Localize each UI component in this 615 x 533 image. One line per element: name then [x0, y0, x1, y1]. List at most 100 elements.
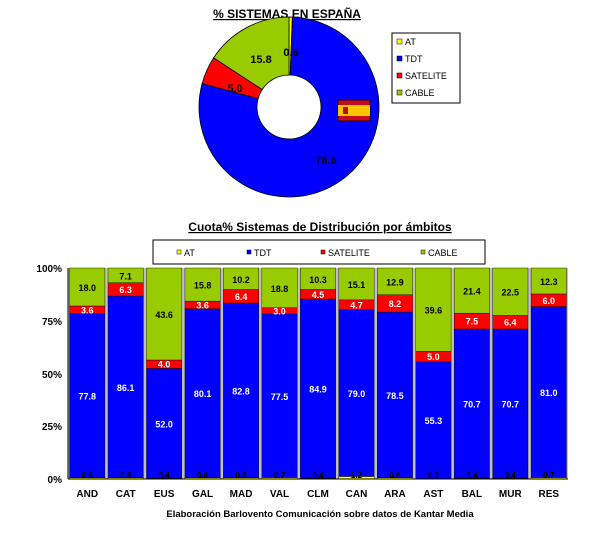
bar-eus-tdt [146, 368, 183, 479]
bar-legend-label-satelite: SATELITE [328, 248, 370, 258]
bar-bal-tdt [453, 328, 490, 479]
bar-label-bal-tdt: 70.7 [463, 400, 481, 410]
bar-label-can-at: 1.2 [351, 471, 363, 480]
pie-legend-swatch-at [396, 38, 403, 45]
bar-label-bal-satelite: 7.5 [466, 317, 479, 327]
x-tick-cat: CAT [116, 489, 136, 500]
bar-label-gal-satelite: 3.6 [196, 300, 209, 310]
x-tick-clm: CLM [307, 489, 329, 500]
pie-legend-box [391, 32, 461, 104]
pie-legend-swatch-tdt [396, 55, 403, 62]
bar-ast-cable [415, 267, 452, 352]
x-tick-gal: GAL [192, 489, 213, 500]
bar-label-val-cable: 18.8 [271, 284, 289, 294]
bar-label-mad-satelite: 6.4 [235, 292, 248, 302]
bar-val-tdt [261, 313, 298, 478]
pie-legend-label-at: AT [405, 37, 416, 47]
bar-label-clm-at: 0.4 [312, 471, 324, 480]
pie-slices [198, 16, 380, 198]
x-tick-mur: MUR [499, 489, 523, 500]
bar-label-mad-at: 0.6 [236, 471, 248, 480]
bar-label-mur-cable: 22.5 [502, 288, 520, 298]
pie-label-at: 0.6 [283, 47, 298, 59]
bar-label-gal-tdt: 80.1 [194, 389, 212, 399]
y-tick-0: 0% [48, 475, 63, 486]
bar-and-cable [69, 267, 106, 307]
pie-slice-cable [213, 16, 290, 91]
x-tick-eus: EUS [154, 489, 175, 500]
pie-legend-swatch-satelite [396, 72, 403, 79]
y-tick-50: 50% [42, 370, 62, 381]
bar-value-labels: 0.6 77.8 3.6 18.0 0.6 86.1 6.3 7.1 0.4 52.0 4.0 43.… [78, 271, 557, 480]
bar-cat-cable [107, 267, 144, 283]
bar-legend-swatch-cable [420, 249, 426, 255]
bar-label-res-satelite: 6.0 [543, 296, 556, 306]
pie-legend-label-satelite: SATELITE [405, 71, 447, 81]
x-tick-bal: BAL [462, 489, 483, 500]
bar-clm-cable [300, 267, 336, 290]
bar-legend-swatch-satelite [320, 249, 326, 255]
bar-label-eus-at: 0.4 [159, 471, 171, 480]
bar-label-mur-at: 0.4 [505, 471, 517, 480]
bar-mur-cable [492, 267, 529, 316]
bar-label-ast-satelite: 5.0 [427, 352, 440, 362]
pie-slice-tdt [198, 16, 380, 198]
bar-legend-swatch-tdt [246, 249, 252, 255]
bar-label-mad-cable: 10.2 [232, 275, 250, 285]
bar-label-ast-at: 0.2 [428, 471, 440, 480]
bar-label-mad-tdt: 82.8 [232, 386, 250, 396]
source-footer: Elaboración Barlovento Comunicación sobr… [166, 509, 474, 520]
y-tick-100: 100% [36, 264, 62, 275]
bar-label-eus-satelite: 4.0 [158, 360, 171, 370]
bar-label-ara-cable: 12.9 [386, 277, 404, 287]
bar-can-cable [338, 267, 375, 301]
bar-mad-tdt [223, 302, 259, 478]
x-tick-mad: MAD [230, 489, 253, 500]
bar-series [69, 267, 567, 480]
bar-legend-label-cable: CABLE [428, 248, 458, 258]
bar-label-and-satelite: 3.6 [81, 305, 94, 315]
spain-flag-icon [337, 99, 371, 122]
bar-label-ara-at: 0.6 [389, 471, 401, 480]
bar-label-cat-tdt: 86.1 [117, 383, 135, 393]
bar-title: Cuota% Sistemas de Distribución por ámbi… [188, 220, 452, 234]
bar-eus-cable [146, 267, 183, 361]
y-tick-75: 75% [42, 317, 62, 328]
bar-label-val-tdt: 77.5 [271, 392, 289, 402]
bar-label-ara-satelite: 8.2 [389, 299, 402, 309]
bar-label-gal-at: 0.6 [197, 471, 209, 480]
pie-legend: AT TDT SATELITE CABLE [391, 32, 461, 104]
pie-label-tdt: 78.6 [315, 155, 336, 167]
bar-label-bal-cable: 21.4 [463, 287, 481, 297]
bar-label-cat-cable: 7.1 [119, 271, 132, 281]
x-tick-val: VAL [270, 489, 289, 500]
bar-val-cable [261, 267, 298, 308]
pie-label-satelite: 5.0 [227, 83, 242, 95]
bar-label-res-at: 0.7 [543, 471, 555, 480]
bar-label-bal-at: 0.4 [466, 471, 478, 480]
pie-title: % SISTEMAS EN ESPAÑA [213, 6, 361, 21]
bar-legend-swatch-at [176, 249, 182, 255]
pie-legend-swatch-cable [396, 89, 403, 96]
bar-cat-tdt [107, 295, 144, 478]
x-tick-and: AND [76, 489, 98, 500]
bar-label-cat-at: 0.6 [120, 471, 132, 480]
bar-label-and-at: 0.6 [82, 471, 94, 480]
pie-value-labels: 0.6 78.6 5.0 15.8 [227, 47, 336, 167]
bar-label-can-satelite: 4.7 [350, 300, 363, 310]
bar-legend-box [152, 239, 486, 265]
bar-ast-tdt [415, 361, 452, 479]
bar-label-res-tdt: 81.0 [540, 388, 558, 398]
bar-label-gal-cable: 15.8 [194, 281, 212, 291]
bar-label-clm-tdt: 84.9 [309, 385, 327, 395]
pie-label-cable: 15.8 [250, 54, 271, 66]
bar-label-ast-tdt: 55.3 [425, 416, 443, 426]
bar-clm-tdt [300, 298, 336, 479]
bar-can-tdt [338, 309, 375, 477]
x-tick-ara: ARA [384, 489, 406, 500]
bar-ara-cable [377, 267, 413, 295]
x-tick-res: RES [538, 489, 559, 500]
bar-mad-cable [223, 267, 259, 290]
